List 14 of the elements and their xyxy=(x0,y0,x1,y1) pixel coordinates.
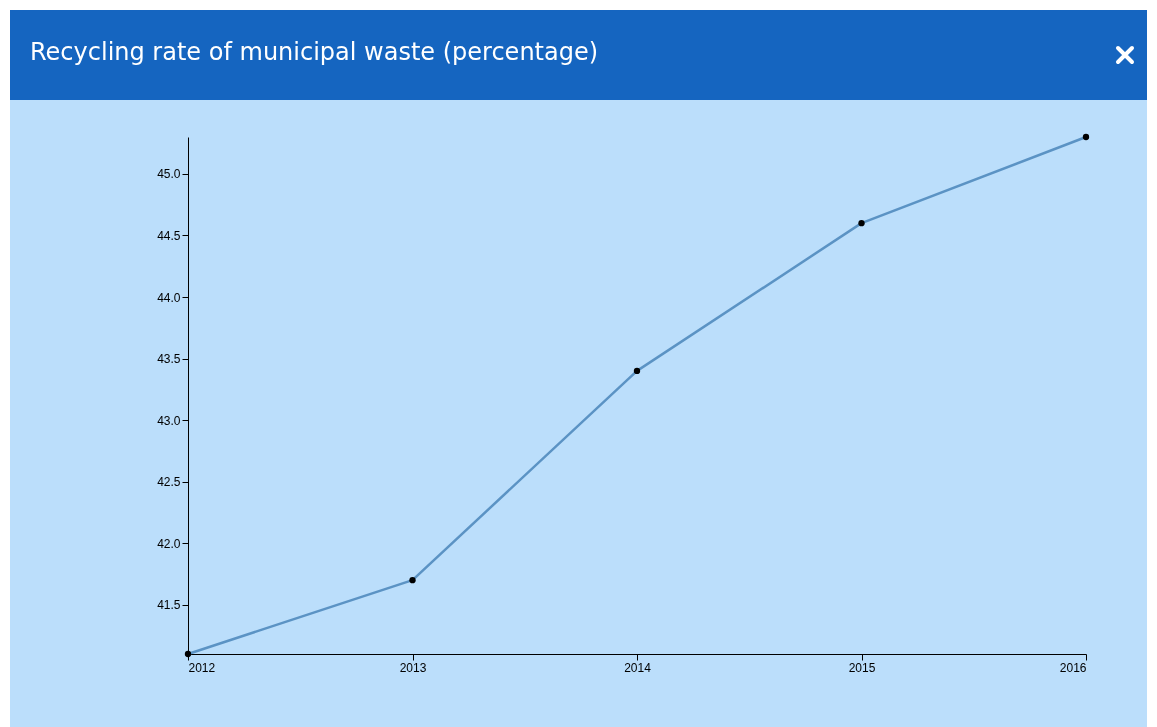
x-tick-label: 2016 xyxy=(1059,660,1087,675)
y-tick-label: 43.5 xyxy=(157,352,181,367)
y-tick-label: 44.0 xyxy=(157,290,181,305)
y-tick-label: 43.0 xyxy=(157,413,181,428)
y-tick-label: 42.5 xyxy=(157,475,181,490)
x-tick-label: 2014 xyxy=(624,660,652,675)
x-tick-label: 2013 xyxy=(399,660,427,675)
y-tick-label: 41.5 xyxy=(157,598,181,613)
chart-title: Recycling rate of municipal waste (percentage) xyxy=(30,38,599,66)
x-tick-label: 2012 xyxy=(188,660,216,675)
y-tick-label: 42.0 xyxy=(157,536,181,551)
y-tick-label: 45.0 xyxy=(157,167,181,182)
y-tick-label: 44.5 xyxy=(157,228,181,243)
x-tick-label: 2015 xyxy=(848,660,876,675)
